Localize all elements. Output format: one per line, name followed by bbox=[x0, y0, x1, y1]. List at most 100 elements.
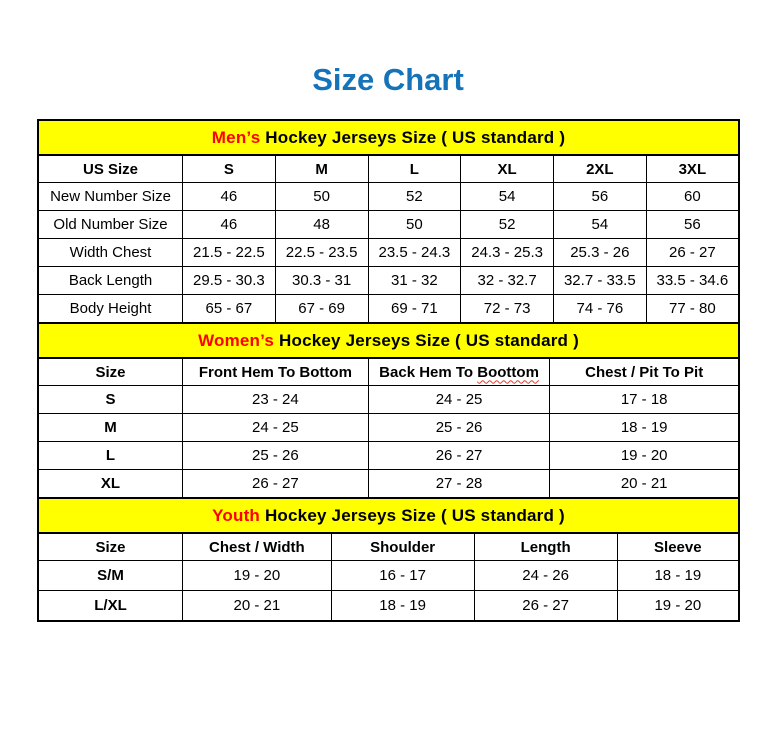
cell: 25 - 26 bbox=[367, 413, 551, 442]
womens-col-back-hem-misspelled: Boottom bbox=[477, 363, 539, 381]
cell: 56 bbox=[552, 182, 647, 211]
cell: 25.3 - 26 bbox=[552, 238, 647, 267]
table-row: S 23 - 24 24 - 25 17 - 18 bbox=[37, 385, 740, 414]
row-label: Width Chest bbox=[37, 238, 184, 267]
womens-col-back-hem-prefix: Back Hem To bbox=[379, 363, 478, 381]
cell: 52 bbox=[367, 182, 462, 211]
cell: 50 bbox=[367, 210, 462, 239]
cell: 24.3 - 25.3 bbox=[460, 238, 554, 267]
row-label: M bbox=[37, 413, 184, 442]
cell: 29.5 - 30.3 bbox=[182, 266, 276, 295]
row-label: S bbox=[37, 385, 184, 414]
cell: 27 - 28 bbox=[367, 469, 551, 499]
youth-col-length: Length bbox=[473, 532, 618, 561]
womens-col-back-hem: Back Hem To Boottom bbox=[367, 357, 551, 386]
row-label: New Number Size bbox=[37, 182, 184, 211]
cell: 19 - 20 bbox=[182, 560, 332, 591]
youth-section-title-rest: Hockey Jerseys Size ( US standard ) bbox=[260, 505, 565, 525]
youth-col-chest-width: Chest / Width bbox=[182, 532, 332, 561]
cell: 54 bbox=[460, 182, 554, 211]
table-row: Back Length 29.5 - 30.3 30.3 - 31 31 - 3… bbox=[37, 266, 740, 295]
cell: 20 - 21 bbox=[182, 590, 332, 622]
cell: 32 - 32.7 bbox=[460, 266, 554, 295]
row-label: L bbox=[37, 441, 184, 470]
cell: 24 - 25 bbox=[367, 385, 551, 414]
page-title: Size Chart bbox=[312, 62, 464, 97]
row-label: XL bbox=[37, 469, 184, 499]
size-chart: Men’s Hockey Jerseys Size ( US standard … bbox=[37, 119, 740, 622]
row-label: L/XL bbox=[37, 590, 184, 622]
youth-col-shoulder: Shoulder bbox=[330, 532, 475, 561]
cell: 54 bbox=[552, 210, 647, 239]
womens-size-table: Women’s Hockey Jerseys Size ( US standar… bbox=[37, 322, 740, 499]
row-label: Old Number Size bbox=[37, 210, 184, 239]
cell: 30.3 - 31 bbox=[274, 266, 369, 295]
youth-section-highlight: Youth bbox=[212, 505, 261, 525]
womens-column-header-row: Size Front Hem To Bottom Back Hem To Boo… bbox=[37, 357, 740, 386]
youth-column-header-row: Size Chest / Width Shoulder Length Sleev… bbox=[37, 532, 740, 561]
row-label: S/M bbox=[37, 560, 184, 591]
cell: 26 - 27 bbox=[182, 469, 369, 499]
youth-size-table: Youth Hockey Jerseys Size ( US standard … bbox=[37, 497, 740, 622]
cell: 26 - 27 bbox=[367, 441, 551, 470]
cell: 50 bbox=[274, 182, 369, 211]
mens-col-l: L bbox=[367, 154, 462, 183]
cell: 48 bbox=[274, 210, 369, 239]
womens-col-chest: Chest / Pit To Pit bbox=[549, 357, 740, 386]
table-row: L 25 - 26 26 - 27 19 - 20 bbox=[37, 441, 740, 470]
cell: 46 bbox=[182, 182, 276, 211]
table-row: Old Number Size 46 48 50 52 54 56 bbox=[37, 210, 740, 239]
youth-section-header: Youth Hockey Jerseys Size ( US standard … bbox=[37, 497, 740, 534]
cell: 23 - 24 bbox=[182, 385, 369, 414]
cell: 19 - 20 bbox=[616, 590, 740, 622]
cell: 72 - 73 bbox=[460, 294, 554, 324]
youth-section-header-row: Youth Hockey Jerseys Size ( US standard … bbox=[37, 497, 740, 534]
womens-col-front-hem: Front Hem To Bottom bbox=[182, 357, 369, 386]
mens-col-m: M bbox=[274, 154, 369, 183]
table-row: Body Height 65 - 67 67 - 69 69 - 71 72 -… bbox=[37, 294, 740, 324]
cell: 24 - 26 bbox=[473, 560, 618, 591]
table-row: M 24 - 25 25 - 26 18 - 19 bbox=[37, 413, 740, 442]
womens-section-highlight: Women’s bbox=[198, 330, 275, 350]
mens-size-table: Men’s Hockey Jerseys Size ( US standard … bbox=[37, 119, 740, 324]
mens-col-s: S bbox=[182, 154, 276, 183]
cell: 26 - 27 bbox=[473, 590, 618, 622]
cell: 18 - 19 bbox=[330, 590, 475, 622]
cell: 46 bbox=[182, 210, 276, 239]
cell: 18 - 19 bbox=[549, 413, 740, 442]
table-row: S/M 19 - 20 16 - 17 24 - 26 18 - 19 bbox=[37, 560, 740, 591]
table-row: L/XL 20 - 21 18 - 19 26 - 27 19 - 20 bbox=[37, 590, 740, 622]
mens-col-us-size: US Size bbox=[37, 154, 184, 183]
mens-col-3xl: 3XL bbox=[645, 154, 740, 183]
mens-section-header: Men’s Hockey Jerseys Size ( US standard … bbox=[37, 119, 740, 156]
cell: 52 bbox=[460, 210, 554, 239]
womens-col-size: Size bbox=[37, 357, 184, 386]
womens-section-header-row: Women’s Hockey Jerseys Size ( US standar… bbox=[37, 322, 740, 359]
row-label: Body Height bbox=[37, 294, 184, 324]
mens-column-header-row: US Size S M L XL 2XL 3XL bbox=[37, 154, 740, 183]
cell: 60 bbox=[645, 182, 740, 211]
cell: 23.5 - 24.3 bbox=[367, 238, 462, 267]
cell: 18 - 19 bbox=[616, 560, 740, 591]
cell: 22.5 - 23.5 bbox=[274, 238, 369, 267]
cell: 16 - 17 bbox=[330, 560, 475, 591]
cell: 20 - 21 bbox=[549, 469, 740, 499]
cell: 77 - 80 bbox=[645, 294, 740, 324]
cell: 17 - 18 bbox=[549, 385, 740, 414]
row-label: Back Length bbox=[37, 266, 184, 295]
cell: 26 - 27 bbox=[645, 238, 740, 267]
cell: 25 - 26 bbox=[182, 441, 369, 470]
youth-col-sleeve: Sleeve bbox=[616, 532, 740, 561]
table-row: Width Chest 21.5 - 22.5 22.5 - 23.5 23.5… bbox=[37, 238, 740, 267]
mens-section-header-row: Men’s Hockey Jerseys Size ( US standard … bbox=[37, 119, 740, 156]
cell: 32.7 - 33.5 bbox=[552, 266, 647, 295]
cell: 19 - 20 bbox=[549, 441, 740, 470]
cell: 69 - 71 bbox=[367, 294, 462, 324]
mens-section-title-rest: Hockey Jerseys Size ( US standard ) bbox=[260, 127, 566, 147]
cell: 31 - 32 bbox=[367, 266, 462, 295]
table-row: New Number Size 46 50 52 54 56 60 bbox=[37, 182, 740, 211]
womens-section-title-rest: Hockey Jerseys Size ( US standard ) bbox=[274, 330, 579, 350]
cell: 33.5 - 34.6 bbox=[645, 266, 740, 295]
cell: 65 - 67 bbox=[182, 294, 276, 324]
table-row: XL 26 - 27 27 - 28 20 - 21 bbox=[37, 469, 740, 499]
